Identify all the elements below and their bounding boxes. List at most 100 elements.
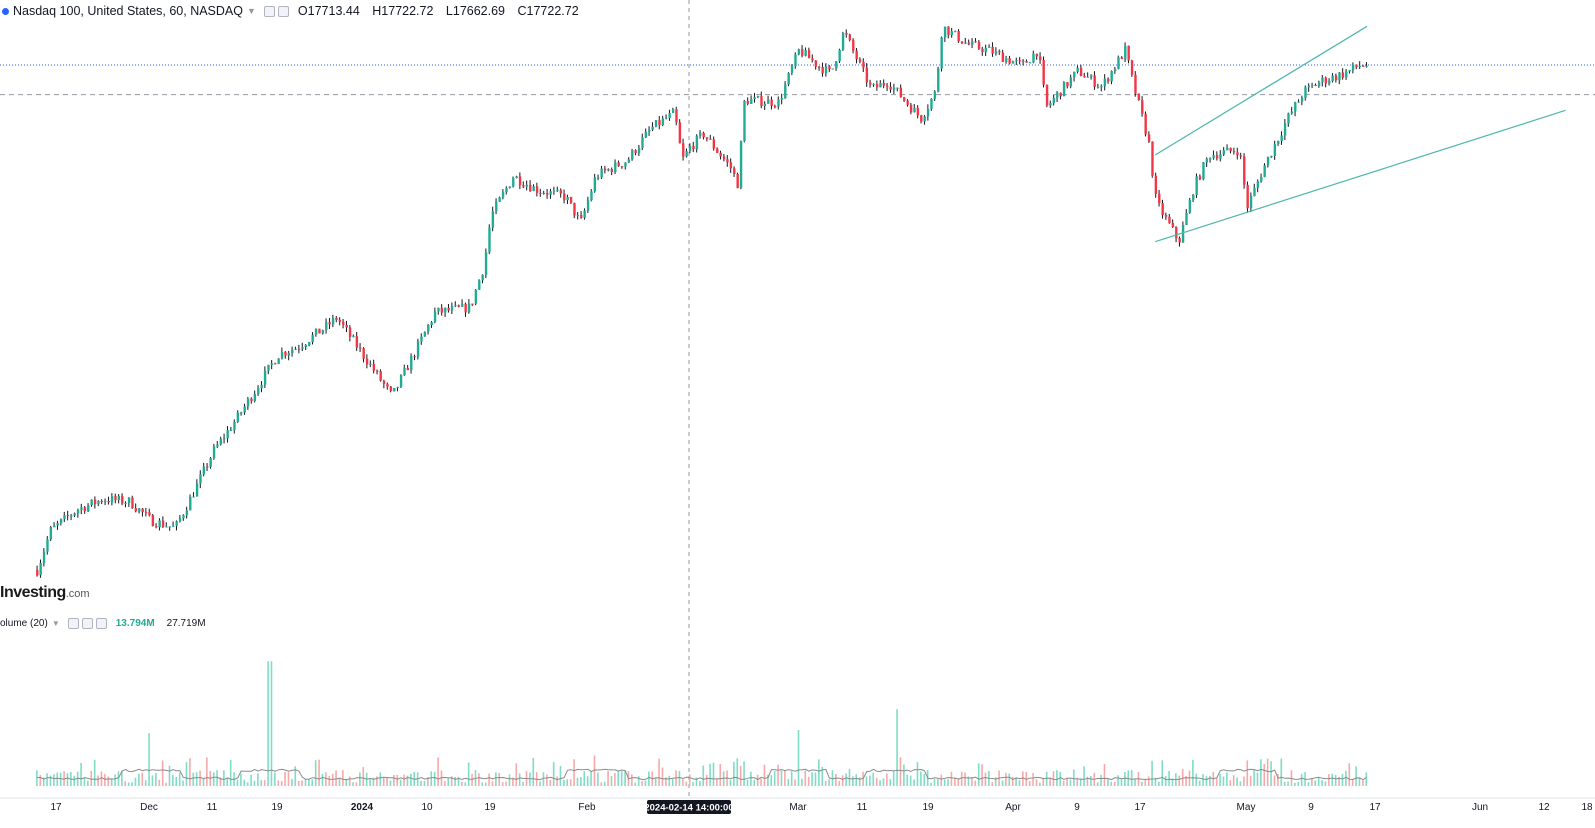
volume-legend[interactable]: olume (20) ▼ 13.794M 27.719M bbox=[0, 618, 206, 629]
volume-bar bbox=[348, 776, 351, 786]
volume-bar bbox=[583, 771, 586, 786]
candle-body bbox=[1334, 75, 1338, 81]
volume-bar bbox=[260, 780, 263, 786]
volume-bar bbox=[1039, 782, 1041, 786]
volume-bar bbox=[835, 774, 837, 786]
volume-bar bbox=[1300, 773, 1303, 786]
candle-body bbox=[1314, 84, 1317, 87]
volume-bar bbox=[76, 771, 79, 786]
volume-bar bbox=[899, 757, 902, 786]
volume-bar bbox=[1202, 773, 1204, 786]
candle-body bbox=[896, 87, 899, 89]
candle-body bbox=[80, 507, 83, 510]
volume-bar bbox=[903, 764, 905, 786]
symbol-title[interactable]: Nasdaq 100, United States, 60, NASDAQ bbox=[13, 4, 243, 18]
volume-bar bbox=[532, 757, 535, 786]
candle-body bbox=[284, 351, 287, 356]
candle-body bbox=[66, 515, 70, 517]
volume-bar bbox=[53, 774, 55, 786]
volume-bar bbox=[1134, 779, 1136, 786]
volume-bar bbox=[447, 778, 450, 786]
candle-body bbox=[1202, 162, 1205, 180]
candle-body bbox=[576, 214, 580, 216]
candle-body bbox=[1226, 147, 1229, 151]
candle-body bbox=[1093, 75, 1096, 87]
candle-body bbox=[308, 342, 311, 346]
volume-bar bbox=[930, 782, 932, 786]
volume-bar bbox=[505, 781, 507, 786]
volume-bar bbox=[1161, 760, 1164, 786]
volume-bar bbox=[1273, 775, 1276, 786]
volume-bar bbox=[1362, 780, 1364, 786]
candle-body bbox=[644, 131, 648, 138]
time-axis[interactable]: 17 Dec 11 19 2024 10 19 Feb Mar 11 19 Apr 9 17 May 9 17 J… bbox=[0, 797, 1595, 814]
volume-bar bbox=[1222, 776, 1225, 786]
volume-bar bbox=[610, 775, 613, 786]
candle-body bbox=[287, 353, 291, 356]
candle-body bbox=[1294, 102, 1297, 112]
settings-icon[interactable] bbox=[81, 618, 93, 629]
volume-bar bbox=[1253, 769, 1255, 786]
volume-bar bbox=[828, 779, 830, 786]
volume-bar bbox=[1032, 773, 1034, 786]
volume-bar bbox=[743, 761, 745, 786]
symbol-legend[interactable]: Nasdaq 100, United States, 60, NASDAQ ▼ … bbox=[2, 4, 588, 18]
candle-body bbox=[73, 513, 76, 516]
x-tick-label: 17 bbox=[50, 802, 62, 813]
volume-bar bbox=[1331, 773, 1334, 786]
candle-body bbox=[1052, 97, 1056, 104]
chevron-down-icon[interactable]: ▼ bbox=[247, 6, 256, 16]
trend-channel[interactable] bbox=[1154, 25, 1566, 243]
x-tick-label: 17 bbox=[1369, 802, 1381, 813]
volume-bar bbox=[1348, 763, 1351, 786]
volume-bar bbox=[127, 782, 130, 786]
eye-icon[interactable] bbox=[263, 5, 275, 17]
candle-body bbox=[1158, 193, 1161, 204]
candle-body bbox=[229, 429, 233, 431]
candle-body bbox=[624, 162, 627, 167]
candle-body bbox=[240, 412, 243, 414]
volume-series bbox=[36, 661, 1368, 786]
volume-bar bbox=[450, 776, 453, 786]
candle-body bbox=[899, 87, 903, 98]
trendline-1 bbox=[1154, 25, 1368, 156]
candle-body bbox=[314, 328, 318, 335]
close-icon[interactable] bbox=[95, 618, 107, 629]
candle-body bbox=[257, 388, 260, 394]
eye-icon[interactable] bbox=[67, 618, 79, 629]
volume-bar bbox=[546, 774, 548, 786]
x-tick-label: Apr bbox=[1005, 802, 1021, 813]
candle-body bbox=[1032, 53, 1035, 63]
volume-bar bbox=[1171, 778, 1174, 786]
candle-body bbox=[141, 508, 144, 513]
volume-bar bbox=[83, 778, 86, 786]
volume-bar bbox=[964, 772, 966, 786]
volume-bar bbox=[971, 776, 973, 786]
candle-body bbox=[845, 32, 848, 35]
volume-bar bbox=[1100, 774, 1102, 786]
volume-bar bbox=[569, 779, 572, 786]
candle-body bbox=[512, 178, 515, 187]
volume-bar bbox=[318, 759, 320, 786]
volume-ma-line bbox=[37, 768, 1367, 781]
volume-title[interactable]: olume (20) bbox=[0, 618, 48, 629]
candle-body bbox=[124, 503, 127, 505]
volume-bar bbox=[399, 779, 402, 786]
candle-body bbox=[1120, 57, 1124, 59]
volume-bar bbox=[495, 772, 497, 786]
candle-body bbox=[699, 132, 702, 136]
volume-bar bbox=[301, 780, 303, 786]
volume-bar bbox=[342, 770, 344, 786]
candle-body bbox=[726, 159, 729, 163]
candle-body bbox=[59, 519, 63, 524]
candle-body bbox=[971, 41, 974, 45]
candle-body bbox=[1100, 86, 1103, 88]
settings-icon[interactable] bbox=[277, 5, 289, 17]
chevron-down-icon[interactable]: ▼ bbox=[51, 619, 60, 628]
candle-body bbox=[474, 289, 478, 304]
candle-body bbox=[243, 406, 246, 413]
volume-bar bbox=[1056, 770, 1058, 786]
candle-body bbox=[76, 509, 80, 514]
candle-body bbox=[763, 103, 767, 106]
